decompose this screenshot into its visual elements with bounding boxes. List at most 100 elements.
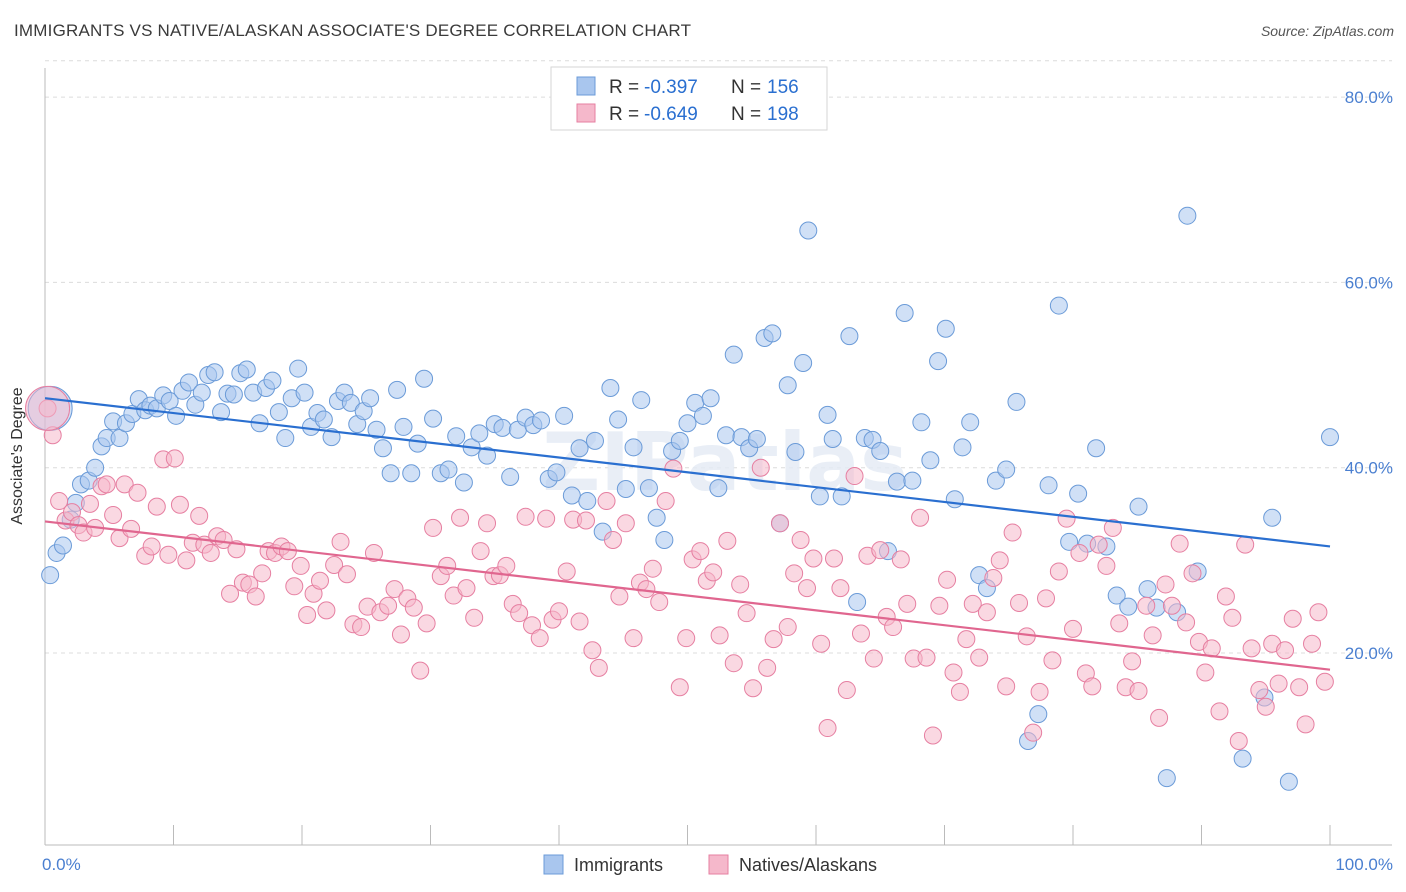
data-point [1060,532,1079,551]
data-point [610,587,629,606]
legend-label: Immigrants [574,855,663,875]
data-point [747,429,766,448]
data-point [50,492,69,511]
data-point [1103,518,1122,537]
data-point [562,486,581,505]
data-point [165,449,184,468]
data-point [1150,708,1169,727]
data-point [1057,509,1076,528]
data-point [1315,672,1334,691]
data-point [704,563,723,582]
data-point [337,565,356,584]
data-point [1089,535,1108,554]
legend-swatch [543,854,564,875]
data-point [1157,769,1176,788]
data-point [737,604,756,623]
data-point [693,406,712,425]
data-point [848,593,867,612]
data-point [585,431,604,450]
data-point [1043,651,1062,670]
trend-lines [44,397,1331,671]
legend-label: Natives/Alaskans [739,855,877,875]
data-point [510,604,529,623]
legend-r-value: -0.397 [644,77,698,98]
data-point [1303,634,1322,653]
data-point [373,439,392,458]
data-point [415,369,434,388]
data-point [314,410,333,429]
data-point [325,555,344,574]
data-point [851,624,870,643]
y-tick-label: 80.0% [1345,88,1393,107]
data-point [832,487,851,506]
data-point [570,612,589,631]
data-point [1070,543,1089,562]
data-point [537,509,556,528]
data-point [263,371,282,390]
data-point [1177,613,1196,632]
legend-swatch [708,854,729,875]
data-point [1129,497,1148,516]
data-point [1178,206,1197,225]
data-point [794,354,813,373]
data-point [388,380,407,399]
data-point [295,383,314,402]
data-point [997,677,1016,696]
data-point [1223,608,1242,627]
data-point [603,530,622,549]
data-point [656,492,675,511]
legend-box [550,66,828,131]
data-point [751,458,770,477]
data-point [497,556,516,575]
data-point [1162,596,1181,615]
data-point [550,602,568,621]
data-point [1039,476,1058,495]
data-point [624,438,643,457]
legend-bottom: Immigrants Natives/Alaskans [543,854,877,875]
grid-lines [45,60,1392,654]
data-point [597,492,616,511]
data-point [289,359,308,378]
data-point [128,483,147,502]
data-point [1290,678,1309,697]
data-point [1309,603,1328,622]
data-point [632,391,651,410]
data-point [710,626,729,645]
data-point [1030,682,1049,701]
x-tick-label: 0.0% [42,855,81,874]
data-point [555,406,574,425]
data-point [1321,428,1339,447]
data-point [589,658,608,677]
data-point [394,417,413,436]
trend-line-natives [44,520,1331,671]
data-point [331,532,350,551]
data-point [1069,484,1088,503]
legend-swatch [576,76,596,96]
data-point [724,345,743,364]
data-point [709,479,728,498]
legend-r-label: R = [609,104,639,125]
data-point [1129,681,1148,700]
data-point [963,594,982,613]
data-point [609,410,628,429]
data-point [457,579,476,598]
data-point [1083,677,1102,696]
data-point [1110,614,1129,633]
data-point [80,494,99,513]
data-point [812,634,831,653]
data-point [192,383,211,402]
data-point [364,543,383,562]
data-point [530,629,549,648]
data-point [798,579,817,598]
data-point [86,458,105,477]
data-point [454,473,473,492]
data-point [1233,749,1252,768]
data-point [601,379,620,398]
data-point [478,446,497,465]
data-point [1003,523,1022,542]
data-point [1269,674,1288,693]
data-point [159,545,178,564]
data-point [911,508,930,527]
data-point [824,549,843,568]
data-point [799,221,818,240]
